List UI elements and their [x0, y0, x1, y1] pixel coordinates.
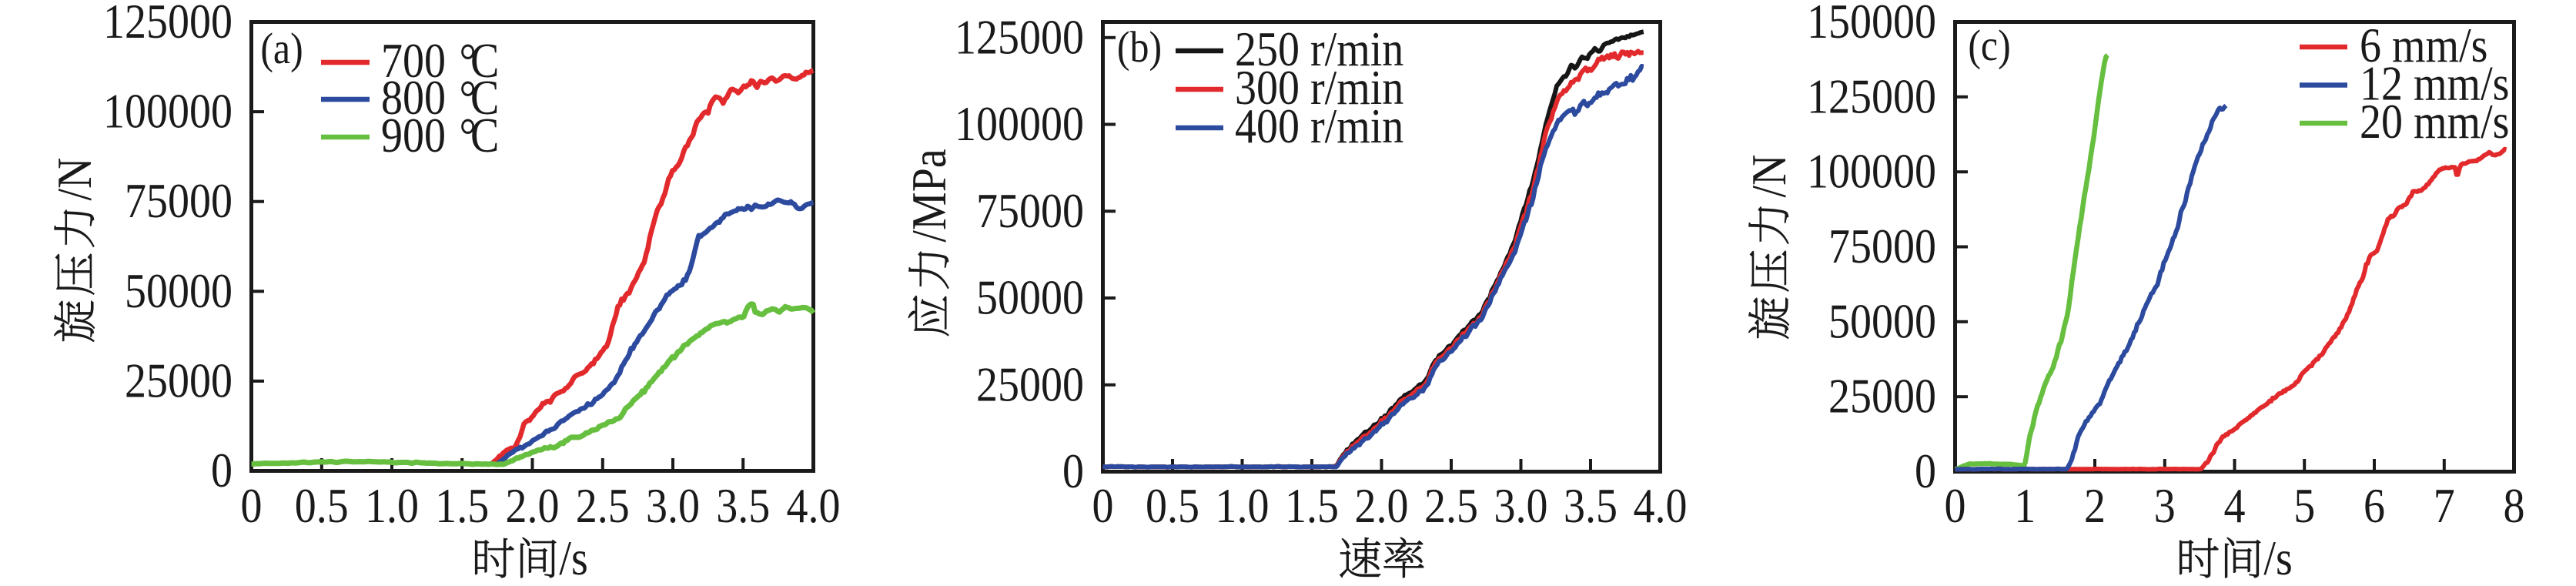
svg-text:125000: 125000 — [1807, 69, 1936, 124]
svg-text:/s: /s — [2263, 531, 2292, 586]
svg-text:0: 0 — [211, 444, 233, 498]
svg-text:5: 5 — [2293, 479, 2315, 534]
svg-text:6: 6 — [2364, 479, 2385, 534]
svg-text:250 r/min: 250 r/min — [1235, 22, 1403, 77]
svg-text:3.0: 3.0 — [1494, 479, 1548, 534]
svg-text:75000: 75000 — [1828, 219, 1936, 274]
svg-text:/s: /s — [559, 531, 587, 586]
svg-text:/N: /N — [48, 158, 102, 201]
svg-text:(b): (b) — [1117, 22, 1162, 72]
svg-text:3: 3 — [2154, 479, 2176, 534]
svg-text:150000: 150000 — [1807, 0, 1936, 49]
svg-text:0: 0 — [1945, 479, 1966, 534]
svg-text:100000: 100000 — [1807, 144, 1936, 199]
svg-text:/N: /N — [1742, 155, 1797, 198]
svg-text:25000: 25000 — [1828, 369, 1936, 424]
svg-text:(c): (c) — [1968, 21, 2010, 70]
svg-text:0: 0 — [1062, 444, 1084, 499]
svg-text:4.0: 4.0 — [1634, 479, 1688, 534]
svg-text:1.5: 1.5 — [435, 479, 489, 534]
svg-text:75000: 75000 — [125, 174, 233, 229]
svg-text:2.0: 2.0 — [506, 479, 560, 534]
svg-text:2: 2 — [2084, 479, 2106, 534]
svg-text:3.5: 3.5 — [1564, 479, 1618, 534]
svg-text:0: 0 — [1092, 479, 1114, 534]
svg-text:12 mm/s: 12 mm/s — [2360, 56, 2509, 111]
svg-text:1.0: 1.0 — [365, 479, 419, 534]
svg-text:1: 1 — [2014, 479, 2036, 534]
svg-text:20 mm/s: 20 mm/s — [2360, 95, 2509, 149]
svg-text:(a): (a) — [260, 24, 303, 73]
svg-text:6 mm/s: 6 mm/s — [2360, 18, 2487, 73]
svg-text:100000: 100000 — [955, 97, 1084, 152]
svg-text:800°C: 800 °C — [381, 71, 499, 126]
svg-text:8: 8 — [2504, 479, 2525, 534]
svg-text:/MPa: /MPa — [902, 149, 957, 242]
svg-text:400 r/min: 400 r/min — [1235, 99, 1403, 154]
svg-text:25000: 25000 — [976, 357, 1084, 412]
svg-text:50000: 50000 — [1828, 294, 1936, 349]
svg-text:2.0: 2.0 — [1355, 479, 1409, 534]
svg-text:900°C: 900 °C — [381, 109, 499, 163]
svg-text:4: 4 — [2224, 479, 2246, 534]
svg-text:2.5: 2.5 — [576, 479, 630, 534]
svg-text:2.5: 2.5 — [1424, 479, 1478, 534]
svg-text:1.0: 1.0 — [1216, 479, 1270, 534]
svg-text:50000: 50000 — [125, 263, 233, 318]
svg-text:75000: 75000 — [976, 183, 1084, 238]
svg-text:100000: 100000 — [103, 84, 233, 139]
svg-text:1.5: 1.5 — [1285, 479, 1339, 534]
svg-text:25000: 25000 — [125, 353, 233, 408]
svg-text:7: 7 — [2434, 479, 2455, 534]
svg-text:50000: 50000 — [976, 270, 1084, 325]
svg-text:0: 0 — [1915, 444, 1936, 499]
svg-text:3.5: 3.5 — [716, 479, 770, 534]
svg-text:700°C: 700 °C — [381, 34, 499, 89]
svg-text:0.5: 0.5 — [295, 479, 349, 534]
svg-text:125000: 125000 — [955, 10, 1084, 65]
svg-text:0.5: 0.5 — [1146, 479, 1199, 534]
svg-text:300 r/min: 300 r/min — [1235, 61, 1403, 116]
svg-text:0: 0 — [241, 479, 263, 534]
svg-text:3.0: 3.0 — [646, 479, 700, 534]
svg-text:125000: 125000 — [103, 0, 233, 49]
svg-text:4.0: 4.0 — [787, 479, 841, 534]
